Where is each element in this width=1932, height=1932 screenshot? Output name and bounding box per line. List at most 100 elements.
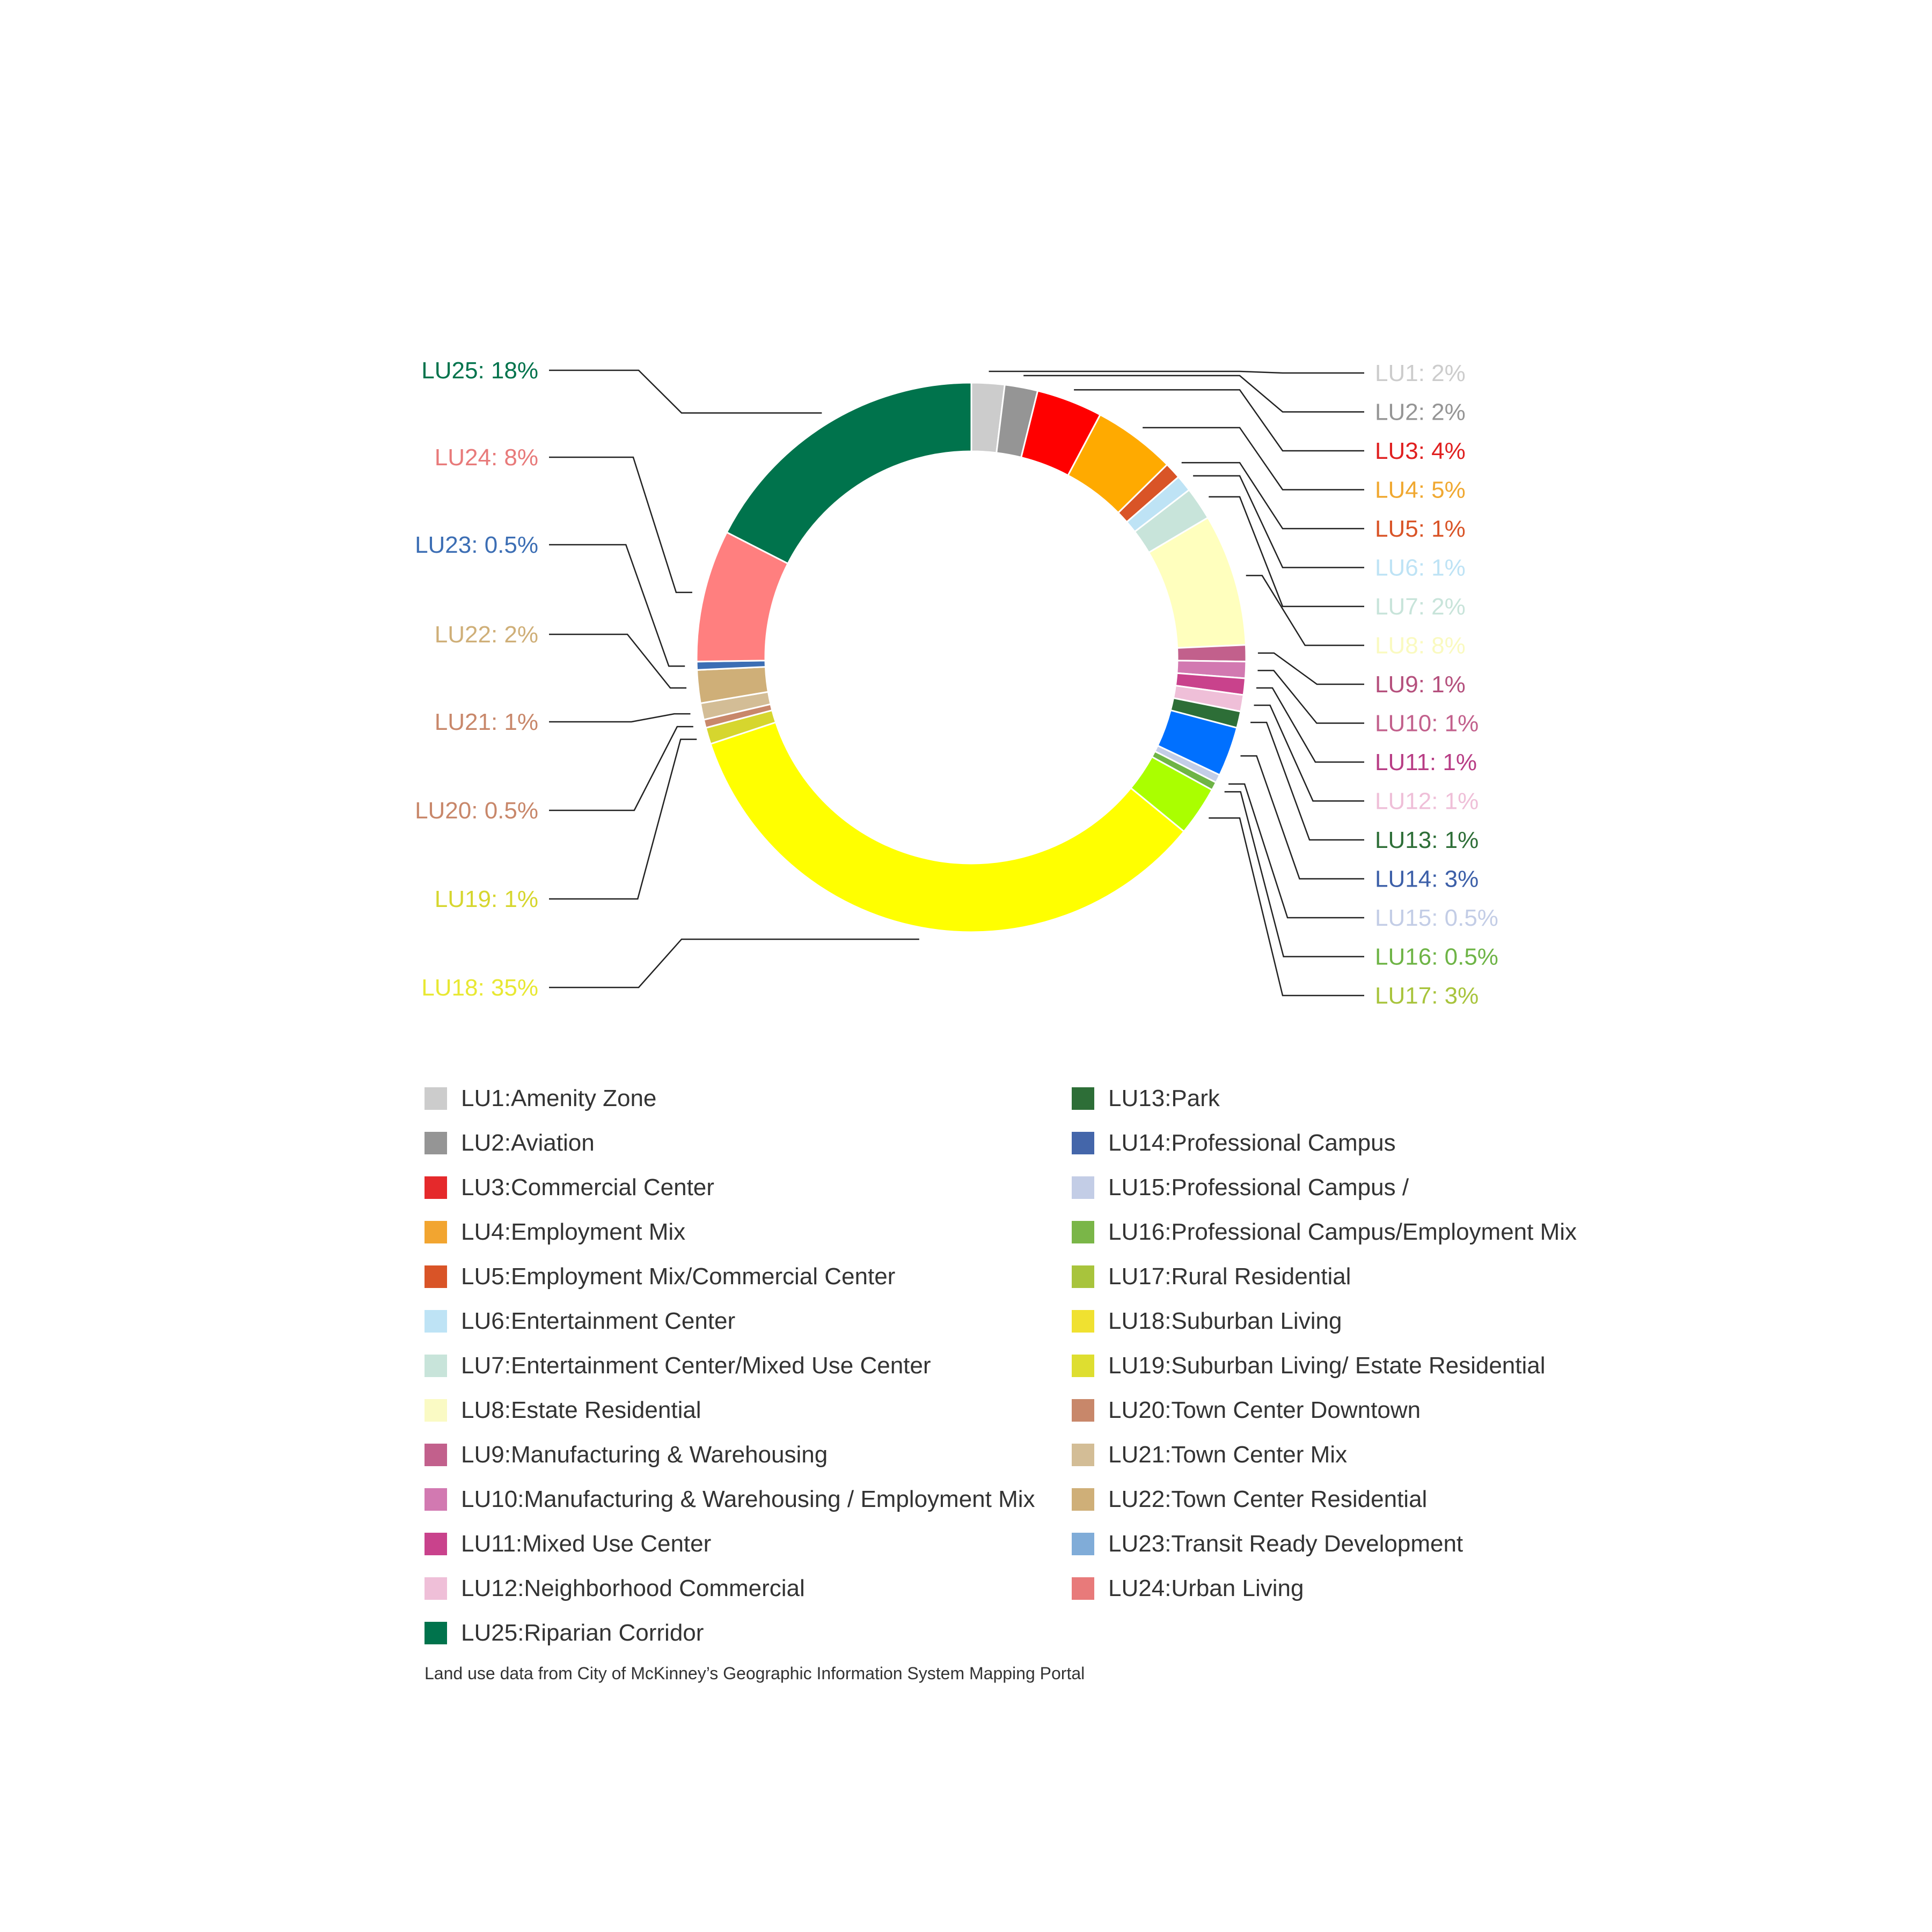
leader-line-lu14 <box>1240 755 1364 880</box>
legend-swatch <box>425 1309 447 1333</box>
callout-label-lu10: LU10: 1% <box>1375 711 1479 737</box>
callout-label-lu18: LU18: 35% <box>421 975 538 1001</box>
legend-label: LU21:Town Center Mix <box>1108 1441 1348 1468</box>
legend-label: LU15:Professional Campus / <box>1108 1174 1409 1201</box>
legend-swatch <box>425 1577 447 1600</box>
legend-swatch <box>1072 1309 1094 1333</box>
legend-swatch <box>425 1265 447 1288</box>
callout-leader-lines <box>549 369 1364 997</box>
leader-line-lu24 <box>549 456 692 594</box>
callout-label-lu17: LU17: 3% <box>1375 983 1479 1009</box>
legend-label: LU6:Entertainment Center <box>461 1307 736 1334</box>
legend-label: LU25:Riparian Corridor <box>461 1619 704 1646</box>
legend-item: LU13:Park <box>1072 1076 1577 1121</box>
legend-item: LU11:Mixed Use Center <box>425 1521 1035 1566</box>
leader-line-lu12 <box>1254 704 1364 802</box>
callout-label-lu21: LU21: 1% <box>435 709 538 735</box>
legend-label: LU14:Professional Campus <box>1108 1129 1396 1156</box>
leader-line-lu10 <box>1257 670 1364 724</box>
legend-item: LU5:Employment Mix/Commercial Center <box>425 1254 1035 1299</box>
callout-label-lu15: LU15: 0.5% <box>1375 905 1498 931</box>
legend-item: LU7:Entertainment Center/Mixed Use Cente… <box>425 1343 1035 1388</box>
slice-lu18 <box>709 721 1185 933</box>
legend-swatch <box>425 1488 447 1511</box>
legend-label: LU24:Urban Living <box>1108 1575 1304 1601</box>
leader-line-lu23 <box>549 544 685 667</box>
legend-swatch <box>1072 1220 1094 1243</box>
legend-column-left: LU1:Amenity Zone LU2:Aviation LU3:Commerci… <box>425 1076 1035 1655</box>
leader-line-lu15 <box>1228 783 1364 919</box>
legend-label: LU7:Entertainment Center/Mixed Use Cente… <box>461 1352 931 1379</box>
callout-label-lu13: LU13: 1% <box>1375 827 1479 853</box>
leader-line-lu18 <box>549 938 919 989</box>
legend-item: LU14:Professional Campus <box>1072 1121 1577 1165</box>
legend-item: LU15:Professional Campus / <box>1072 1165 1577 1210</box>
legend-item: LU8:Estate Residential <box>425 1388 1035 1432</box>
leader-line-lu4 <box>1143 427 1364 491</box>
legend-swatch <box>1072 1443 1094 1466</box>
callout-label-lu7: LU7: 2% <box>1375 594 1466 620</box>
leader-line-lu5 <box>1181 462 1364 530</box>
leader-line-lu20 <box>549 726 693 811</box>
legend-label: LU8:Estate Residential <box>461 1396 701 1423</box>
legend-item: LU21:Town Center Mix <box>1072 1432 1577 1477</box>
legend-item: LU9:Manufacturing & Warehousing <box>425 1432 1035 1477</box>
leader-line-lu13 <box>1250 721 1364 841</box>
legend-swatch <box>1072 1488 1094 1511</box>
legend-column-right: LU13:Park LU14:Professional Campus LU15:Pr… <box>1072 1076 1577 1611</box>
legend-label: LU16:Professional Campus/Employment Mix <box>1108 1218 1577 1245</box>
callout-label-lu25: LU25: 18% <box>421 357 538 384</box>
callout-label-lu3: LU3: 4% <box>1375 438 1466 464</box>
callout-label-lu12: LU12: 1% <box>1375 788 1479 815</box>
callout-label-lu23: LU23: 0.5% <box>415 532 538 558</box>
legend-item: LU10:Manufacturing & Warehousing / Emplo… <box>425 1477 1035 1521</box>
callout-label-lu22: LU22: 2% <box>435 621 538 648</box>
legend-swatch <box>1072 1087 1094 1110</box>
legend-swatch <box>425 1354 447 1377</box>
legend-swatch <box>1072 1176 1094 1199</box>
callout-label-lu19: LU19: 1% <box>435 886 538 912</box>
legend-item: LU23:Transit Ready Development <box>1072 1521 1577 1566</box>
legend-item: LU3:Commercial Center <box>425 1165 1035 1210</box>
leader-line-lu16 <box>1224 791 1364 957</box>
legend-label: LU23:Transit Ready Development <box>1108 1530 1463 1557</box>
legend-label: LU10:Manufacturing & Warehousing / Emplo… <box>461 1485 1035 1512</box>
source-note: Land use data from City of McKinney’s Ge… <box>425 1664 1085 1683</box>
callout-label-lu5: LU5: 1% <box>1375 516 1466 542</box>
legend-swatch <box>1072 1265 1094 1288</box>
legend-item: LU12:Neighborhood Commercial <box>425 1566 1035 1611</box>
legend-swatch <box>425 1176 447 1199</box>
legend-label: LU11:Mixed Use Center <box>461 1530 712 1557</box>
legend-label: LU9:Manufacturing & Warehousing <box>461 1441 828 1468</box>
legend-label: LU22:Town Center Residential <box>1108 1485 1428 1512</box>
leader-line-lu9 <box>1257 652 1364 685</box>
leader-line-lu7 <box>1209 496 1364 608</box>
callout-label-lu20: LU20: 0.5% <box>415 797 538 824</box>
donut-slices <box>696 382 1247 933</box>
leader-line-lu3 <box>1074 389 1364 452</box>
legend-label: LU18:Suburban Living <box>1108 1307 1342 1334</box>
legend-label: LU4:Employment Mix <box>461 1218 686 1245</box>
legend-swatch <box>425 1131 447 1154</box>
legend-item: LU24:Urban Living <box>1072 1566 1577 1611</box>
callout-label-lu1: LU1: 2% <box>1375 360 1466 386</box>
callout-label-lu2: LU2: 2% <box>1375 399 1466 426</box>
leader-line-lu8 <box>1246 575 1364 646</box>
callout-label-lu11: LU11: 1% <box>1375 749 1477 775</box>
legend-label: LU3:Commercial Center <box>461 1174 714 1201</box>
legend-label: LU20:Town Center Downtown <box>1108 1396 1421 1423</box>
legend-item: LU18:Suburban Living <box>1072 1299 1577 1343</box>
legend-swatch <box>425 1087 447 1110</box>
legend-item: LU16:Professional Campus/Employment Mix <box>1072 1210 1577 1254</box>
leader-line-lu11 <box>1256 687 1364 763</box>
legend-label: LU2:Aviation <box>461 1129 595 1156</box>
legend-item: LU2:Aviation <box>425 1121 1035 1165</box>
legend-item: LU25:Riparian Corridor <box>425 1611 1035 1655</box>
callout-label-lu8: LU8: 8% <box>1375 633 1466 659</box>
callout-label-lu9: LU9: 1% <box>1375 671 1466 698</box>
slice-lu25 <box>726 382 972 565</box>
leader-line-lu21 <box>549 713 691 723</box>
legend-swatch <box>425 1532 447 1555</box>
legend: LU1:Amenity Zone LU2:Aviation LU3:Commerci… <box>0 1076 1932 1677</box>
